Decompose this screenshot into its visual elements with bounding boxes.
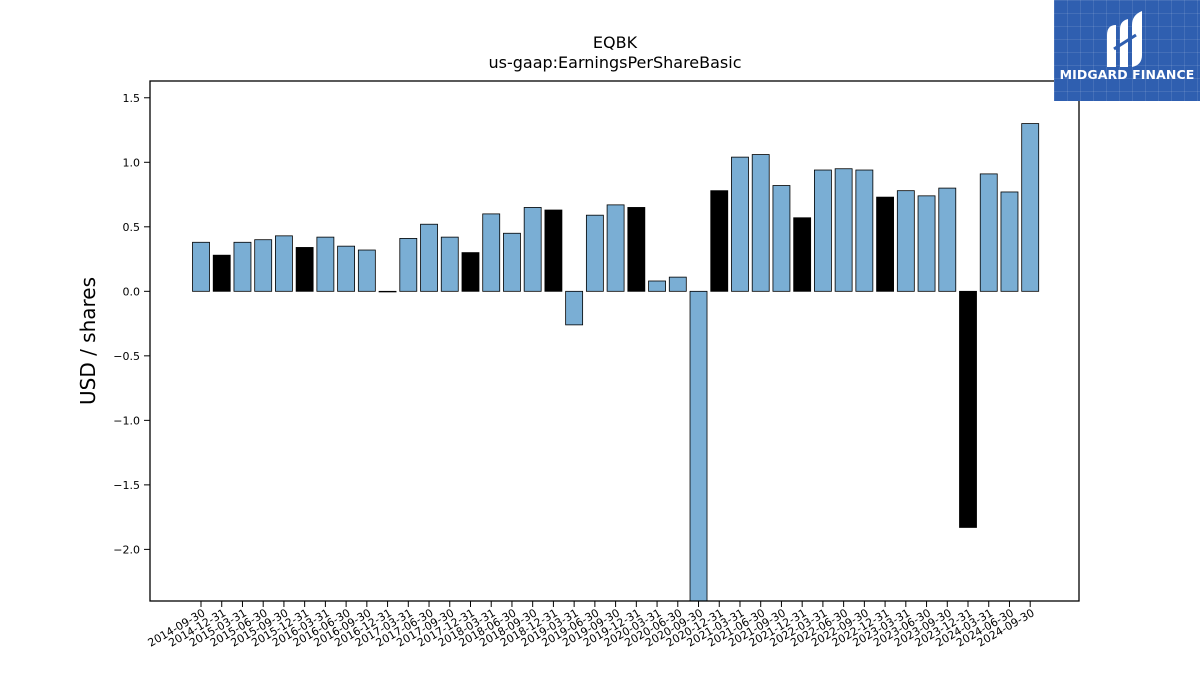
bar-2021-09-30 [772, 185, 791, 292]
bar-2015-06-30 [254, 239, 273, 292]
y-tick-label: −1.0 [113, 414, 140, 427]
bar-2020-09-30 [689, 290, 708, 602]
y-tick-label: 1.0 [123, 156, 141, 169]
bar-2019-09-30 [606, 204, 625, 292]
bar-2024-06-30 [1000, 191, 1019, 292]
y-tick-label: −2.0 [113, 543, 140, 556]
bar-2020-12-31 [710, 190, 729, 292]
bar-2015-03-31 [233, 241, 252, 292]
bar-2018-06-30 [503, 232, 521, 292]
y-tick-label: 1.5 [123, 92, 141, 105]
bar-2016-09-30 [357, 249, 376, 292]
bar-2021-03-31 [731, 156, 749, 292]
bar-2023-06-30 [917, 195, 936, 292]
bar-2023-12-31 [959, 290, 977, 528]
y-tick-label: 0.0 [123, 285, 141, 298]
bar-2015-12-31 [295, 247, 314, 292]
bar-2018-03-31 [482, 213, 501, 292]
bar-2016-03-31 [316, 236, 335, 292]
bar-2023-09-30 [938, 187, 957, 292]
bar-2021-12-31 [793, 217, 812, 292]
bar-2019-03-31 [565, 290, 584, 326]
bar-2018-12-31 [544, 209, 563, 292]
bars-layer [192, 123, 1040, 602]
bar-2016-12-31 [378, 290, 397, 293]
bar-2017-03-31 [399, 238, 418, 292]
bar-2022-03-31 [814, 169, 832, 292]
y-tick-label: −0.5 [113, 350, 140, 363]
x-axis-ticks: 2014-09-302014-12-312015-03-312015-06-30… [146, 601, 1037, 650]
bar-2022-12-31 [876, 196, 894, 292]
chart-subtitle: us-gaap:EarningsPerShareBasic [488, 53, 741, 72]
bar-2020-03-31 [648, 280, 666, 292]
bar-2019-12-31 [627, 207, 646, 292]
logo-text: MIDGARD FINANCE [1059, 67, 1195, 82]
bar-2019-06-30 [585, 214, 604, 292]
bar-2021-06-30 [751, 154, 770, 292]
bar-2017-12-31 [461, 252, 480, 292]
y-axis-label: USD / shares [76, 277, 100, 405]
y-axis-ticks: −2.0 −1.5 −1.0 −0.5 0.0 0.5 1.0 1.5 [113, 92, 150, 556]
bar-2023-03-31 [896, 190, 915, 292]
bar-2024-09-30 [1021, 123, 1040, 292]
bar-2020-06-30 [668, 276, 687, 292]
bar-2017-09-30 [440, 236, 459, 292]
bar-2014-12-31 [212, 254, 231, 292]
bar-2022-09-30 [855, 169, 874, 292]
midgard-finance-logo: MIDGARD FINANCE [1054, 0, 1200, 101]
bar-2015-09-30 [275, 235, 293, 292]
chart-title: EQBK [593, 33, 638, 52]
bar-2016-06-30 [337, 245, 356, 292]
y-tick-label: −1.5 [113, 479, 140, 492]
bar-2017-06-30 [420, 223, 438, 292]
bar-2018-09-30 [523, 207, 542, 292]
y-tick-label: 0.5 [123, 221, 141, 234]
logo-mark-icon [1107, 11, 1142, 67]
bar-2022-06-30 [834, 168, 853, 292]
bar-2014-09-30 [192, 241, 210, 292]
plot-frame [149, 80, 1080, 602]
bar-2024-03-31 [979, 173, 998, 292]
